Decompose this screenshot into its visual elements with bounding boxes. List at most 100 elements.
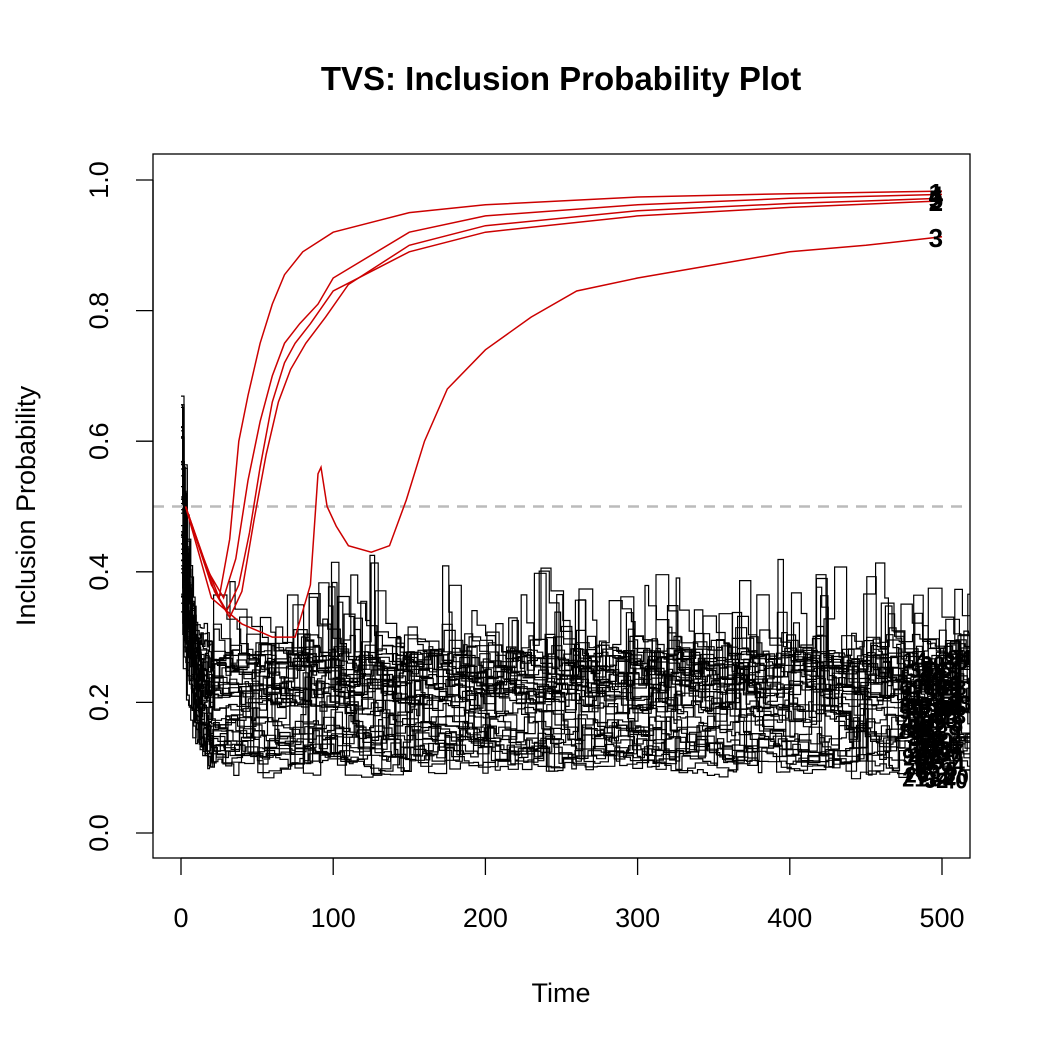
unselected-series-label: 16	[929, 697, 953, 722]
plot-frame	[152, 153, 971, 859]
unselected-series-label: 24	[937, 696, 962, 721]
x-tick-label: 500	[919, 903, 964, 933]
unselected-series-label: 36	[900, 694, 924, 719]
unselected-series-label: 57	[918, 730, 942, 755]
unselected-series-label: 17	[911, 726, 935, 751]
selected-series-label-3: 3	[929, 223, 943, 253]
unselected-series-label: 34	[925, 767, 950, 792]
unselected-series-label: 98	[919, 726, 943, 751]
unselected-series-label: 97	[902, 744, 926, 769]
unselected-series-label: 35	[909, 658, 933, 683]
unselected-series-label: 21	[902, 767, 926, 792]
unselected-series-label: 21	[928, 737, 952, 762]
unselected-series-label: 65	[928, 657, 952, 682]
unselected-series-label: 86	[899, 719, 923, 744]
selected-series-line-3	[184, 236, 943, 638]
unselected-series-label: 25	[907, 694, 931, 719]
unselected-series-label: 82	[909, 727, 933, 752]
x-tick-label: 200	[463, 903, 508, 933]
unselected-series-label: 86	[943, 650, 967, 675]
unselected-series-label: 26	[904, 763, 928, 788]
selected-series-label-1: 1	[929, 178, 943, 208]
unselected-series-label: 42	[901, 711, 925, 736]
unselected-series-label: 8	[951, 712, 963, 737]
selected-series-line-4	[184, 193, 943, 600]
y-tick-label: 0.0	[84, 814, 114, 852]
unselected-series-label: 95	[928, 692, 952, 717]
unselected-series-label: 68	[923, 675, 947, 700]
selected-series-label-5: 5	[929, 184, 943, 214]
unselected-series-label: 34	[913, 732, 938, 757]
unselected-series-line	[181, 509, 970, 771]
unselected-series-label: 8	[949, 677, 961, 702]
unselected-series-label: 78	[942, 676, 966, 701]
unselected-series-label: 42	[908, 746, 932, 771]
unselected-series-label: 59	[908, 714, 932, 739]
unselected-series-line	[181, 460, 970, 759]
unselected-series-label: 72	[934, 666, 958, 691]
selected-series-label-4: 4	[929, 180, 944, 210]
unselected-series-label: 78	[917, 766, 941, 791]
unselected-series-label: 64	[940, 752, 965, 777]
y-tick-label: 0.2	[84, 684, 114, 722]
selected-series-line-2	[184, 200, 943, 613]
unselected-series-label: 23	[947, 691, 971, 716]
chart-title: TVS: Inclusion Probability Plot	[321, 60, 801, 97]
unselected-series-line	[181, 531, 970, 715]
unselected-series-label: 99	[934, 695, 958, 720]
unselected-series-line	[181, 543, 970, 669]
unselected-series-line	[181, 548, 970, 680]
unselected-series-label: 10	[936, 735, 960, 760]
unselected-series-label: 15	[936, 683, 960, 708]
unselected-series-label: 90	[938, 742, 962, 767]
unselected-series-line	[181, 502, 970, 669]
unselected-series-label: 73	[933, 708, 957, 733]
unselected-series-label: 94	[947, 646, 972, 671]
unselected-series-label: 39	[906, 696, 930, 721]
unselected-series-label: 92	[907, 716, 931, 741]
unselected-series-line	[181, 436, 970, 682]
unselected-series-label: 6	[945, 757, 957, 782]
unselected-series-line	[181, 611, 970, 746]
y-tick-label: 0.4	[84, 553, 114, 591]
x-tick-label: 400	[767, 903, 812, 933]
unselected-series-label: 54	[922, 656, 947, 681]
unselected-series-label: 38	[910, 751, 934, 776]
unselected-series-label: 84	[917, 744, 942, 769]
y-tick-label: 0.8	[84, 292, 114, 330]
selected-series-line-1	[184, 190, 943, 601]
unselected-series-label: 18	[942, 704, 966, 729]
x-tick-label: 0	[173, 903, 188, 933]
plot-area: 6572422586408436997894259669829183413371…	[153, 178, 972, 794]
unselected-series-line	[181, 468, 970, 723]
series-group: 6572422586408436997894259669829183413371…	[153, 178, 972, 794]
unselected-series-line	[181, 525, 970, 780]
unselected-series-label: 29	[921, 711, 945, 736]
unselected-series-line	[181, 496, 970, 741]
unselected-series-label: 66	[915, 754, 939, 779]
unselected-series-label: 45	[928, 670, 952, 695]
y-axis-label: Inclusion Probability	[11, 385, 41, 626]
unselected-series-label: 36	[919, 750, 943, 775]
unselected-series-label: 48	[936, 696, 960, 721]
unselected-series-label: 69	[899, 675, 923, 700]
unselected-series-line	[181, 566, 970, 669]
unselected-series-label: 59	[899, 699, 923, 724]
unselected-series-label: 89	[936, 720, 960, 745]
unselected-series-label: 40	[943, 769, 967, 794]
y-tick-label: 1.0	[84, 161, 114, 199]
unselected-series-label: 71	[919, 703, 943, 728]
unselected-series-label: 9	[914, 712, 926, 737]
x-tick-label: 300	[615, 903, 660, 933]
unselected-series-line	[181, 404, 970, 765]
unselected-series-label: 13	[931, 762, 955, 787]
x-tick-label: 100	[311, 903, 356, 933]
selected-series-line-5	[184, 197, 943, 620]
y-tick-label: 0.6	[84, 422, 114, 460]
unselected-label-cluster: 6572422586408436997894259669829183413371…	[899, 646, 972, 794]
unselected-series-label: 52	[924, 768, 948, 793]
unselected-series-label: 42	[924, 674, 948, 699]
unselected-series-label: 7	[952, 739, 964, 764]
unselected-series-label: 51	[907, 738, 931, 763]
